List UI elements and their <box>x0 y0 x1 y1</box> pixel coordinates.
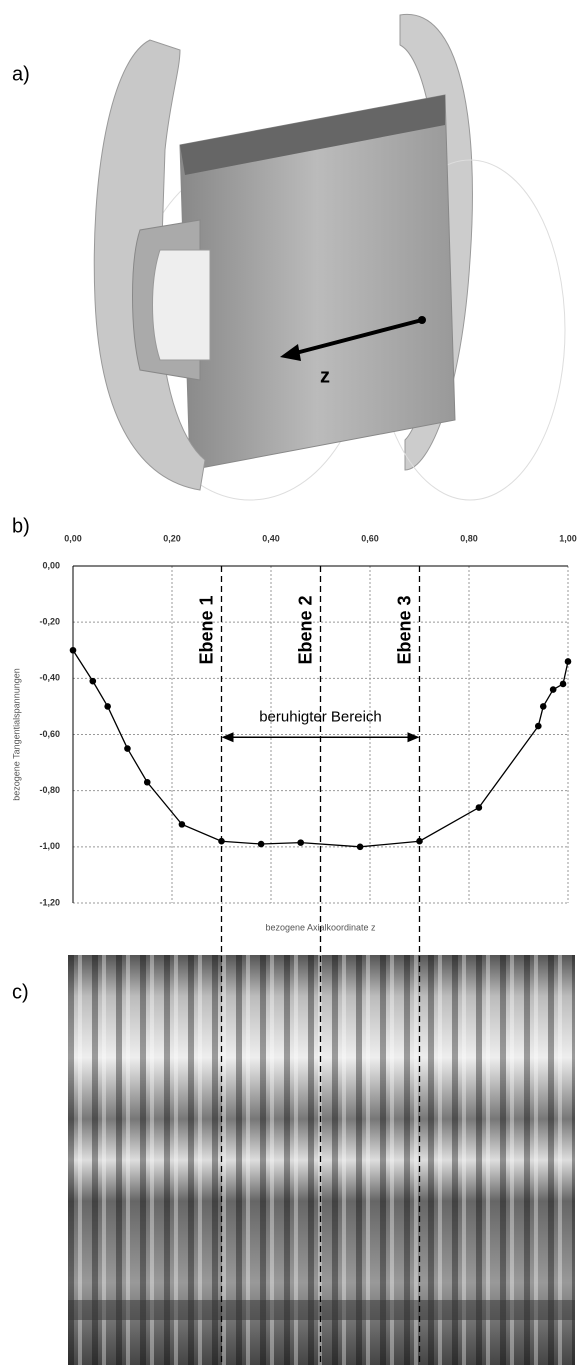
x-tick-label: 1,00 <box>559 533 577 543</box>
data-point <box>475 804 483 811</box>
data-point <box>539 703 547 710</box>
data-point <box>297 839 305 846</box>
data-point <box>257 840 265 848</box>
data-point <box>356 843 364 851</box>
data-point <box>178 821 186 828</box>
x-tick-label: 0,40 <box>262 533 280 543</box>
arrow-head <box>407 732 420 743</box>
y-tick-label: -0,80 <box>39 785 60 795</box>
data-point <box>549 686 557 693</box>
y-tick-label: -0,60 <box>39 729 60 739</box>
panel-label: c) <box>12 981 29 1003</box>
chart: 0,00 0,20 0,40 0,60 0,80 1,00 0,00 -0,20 -0,40 -0… <box>11 533 576 932</box>
data-point <box>564 658 572 665</box>
data-point <box>535 722 542 730</box>
plane-label: Ebene 1 <box>196 595 216 664</box>
x-tick-label: 0,20 <box>163 533 181 543</box>
plane-label: Ebene 2 <box>295 595 315 664</box>
y-tick-label: -0,20 <box>39 617 60 627</box>
data-point <box>559 680 567 688</box>
x-tick-label: 0,60 <box>361 533 379 543</box>
data-point <box>143 778 151 786</box>
data-point <box>69 646 77 654</box>
coil-photo <box>68 955 575 1365</box>
x-tick-label: 0,80 <box>460 533 478 543</box>
panel-label: a) <box>12 63 30 85</box>
y-tick-label: -0,40 <box>39 673 60 683</box>
y-axis-label: bezogene Tangentialspannungen <box>11 668 21 800</box>
arrow-head <box>221 732 234 743</box>
plane-label: Ebene 3 <box>394 595 414 664</box>
data-point <box>104 703 111 710</box>
y-tick-label: -1,00 <box>39 841 60 851</box>
x-tick-label: 0,00 <box>64 533 82 543</box>
y-tick-label: -1,20 <box>39 897 60 907</box>
axis-label: z <box>320 365 330 387</box>
y-tick-label: 0,00 <box>42 560 60 570</box>
data-point <box>124 745 131 752</box>
data-point <box>89 677 97 685</box>
spool-render: z <box>93 13 566 501</box>
panel-label: b) <box>12 515 30 537</box>
